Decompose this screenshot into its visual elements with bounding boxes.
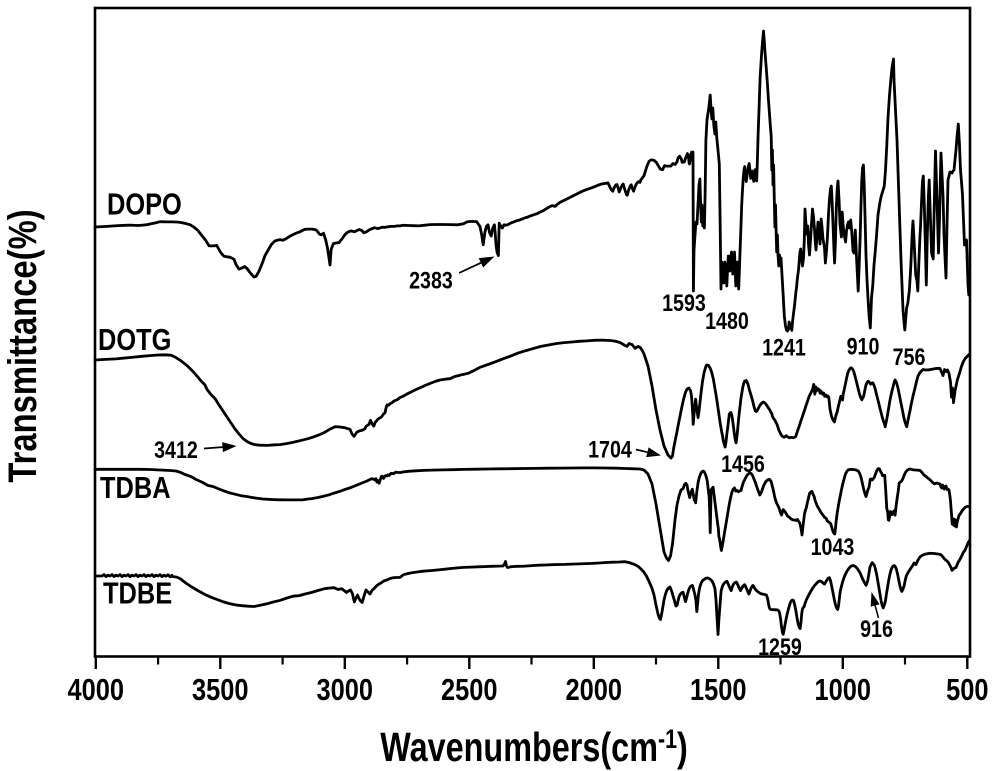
svg-text:910: 910 — [847, 333, 880, 360]
svg-text:3000: 3000 — [317, 673, 374, 708]
svg-text:1704: 1704 — [588, 436, 632, 463]
svg-text:TDBA: TDBA — [100, 471, 171, 506]
svg-text:DOTG: DOTG — [98, 323, 171, 358]
svg-text:Wavenumbers(cm-1): Wavenumbers(cm-1) — [380, 724, 688, 769]
svg-text:1000: 1000 — [815, 673, 872, 708]
svg-text:4000: 4000 — [68, 673, 125, 708]
svg-text:2383: 2383 — [409, 267, 453, 294]
svg-text:1043: 1043 — [811, 533, 855, 560]
svg-text:3412: 3412 — [154, 436, 198, 463]
svg-text:500: 500 — [946, 673, 988, 708]
svg-text:Transmittance(%): Transmittance(%) — [0, 209, 45, 482]
svg-text:2000: 2000 — [566, 673, 623, 708]
svg-text:756: 756 — [893, 343, 926, 370]
svg-text:TDBE: TDBE — [103, 576, 172, 611]
svg-text:1259: 1259 — [758, 633, 802, 660]
svg-text:1241: 1241 — [762, 334, 806, 361]
svg-text:916: 916 — [860, 615, 893, 642]
svg-text:1480: 1480 — [705, 307, 749, 334]
svg-text:2500: 2500 — [441, 673, 498, 708]
svg-text:1456: 1456 — [721, 450, 765, 477]
svg-text:DOPO: DOPO — [107, 187, 182, 222]
svg-text:1593: 1593 — [662, 289, 706, 316]
svg-text:1500: 1500 — [690, 673, 747, 708]
svg-text:3500: 3500 — [192, 673, 249, 708]
